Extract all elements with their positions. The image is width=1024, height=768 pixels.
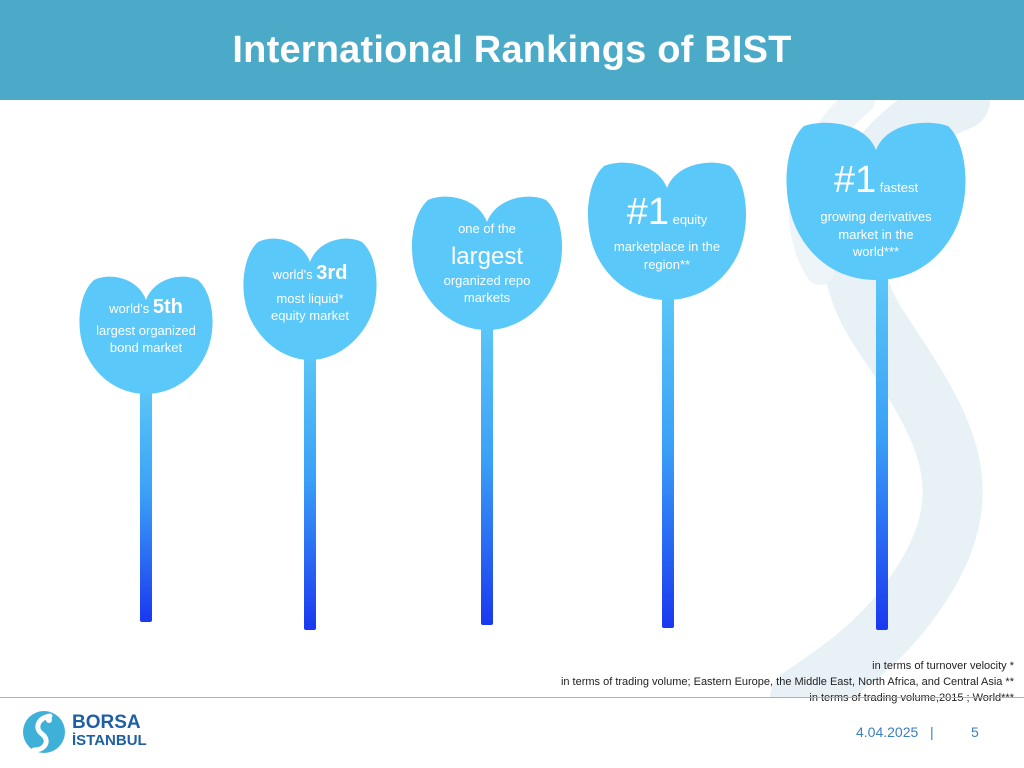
page-number: 5 [971, 724, 979, 740]
flower-1-line3: bond market [109, 340, 183, 355]
flower-3-line4: markets [463, 290, 511, 305]
flower-4-line3: region** [643, 257, 691, 272]
footnotes: in terms of turnover velocity * in terms… [561, 658, 1014, 706]
logo-mark-icon [23, 711, 65, 753]
flower-1-derivatives: #1 fastest growing derivatives market in… [782, 118, 970, 282]
logo-line-2: İSTANBUL [72, 732, 147, 749]
stem-4 [662, 298, 674, 628]
flower-3-line1: one of the [458, 221, 516, 236]
logo-line-1: BORSA [72, 712, 141, 733]
stem-3 [481, 328, 493, 625]
flower-3-line3: organized repo [443, 273, 531, 288]
stem-1 [140, 390, 152, 622]
flower-1-equity-region: #1 equity marketplace in the region** [584, 158, 750, 302]
flower-3rd-equity: world's 3rd most liquid* equity market [240, 234, 380, 362]
flower-5-line3: market in the [838, 227, 914, 242]
flower-5th-bond: world's 5th largest organized bond marke… [76, 272, 216, 396]
date-text: 4.04.2025 [856, 724, 919, 740]
flower-5-rank: #1 [833, 159, 877, 201]
flower-largest-repo: one of the largest organized repo market… [408, 192, 566, 332]
flower-4-rank: #1 [626, 191, 669, 233]
flower-1-line2: largest organized [96, 323, 196, 338]
title-bar: International Rankings of BIST [0, 0, 1024, 100]
flower-4-suffix: equity [672, 212, 708, 227]
footnote-1: in terms of turnover velocity * [872, 660, 1014, 672]
flower-5-line2: growing derivatives [820, 209, 932, 224]
flower-2-prefix: world's [272, 267, 313, 282]
flower-5-line4: world*** [852, 244, 900, 259]
flower-2-rank: 3rd [316, 262, 348, 284]
flower-2-line2: most liquid* [276, 291, 344, 306]
footnote-2: in terms of trading volume; Eastern Euro… [560, 676, 1014, 688]
stem-2 [304, 355, 316, 630]
flower-1-prefix: world's [109, 301, 150, 316]
footer-separator: | [929, 724, 934, 740]
flower-5-suffix: fastest [879, 180, 919, 195]
footer-divider [0, 697, 1024, 698]
slide-date: 4.04.2025 | [856, 724, 934, 740]
flower-2-line3: equity market [270, 308, 350, 323]
flower-1-rank: 5th [152, 296, 183, 318]
flower-3-highlight: largest [450, 243, 524, 270]
footnote-3: in terms of trading volume,2015 ; World*… [809, 692, 1014, 704]
page-title: International Rankings of BIST [232, 28, 792, 71]
borsa-istanbul-logo: BORSA İSTANBUL [22, 708, 147, 756]
stem-5 [876, 278, 888, 630]
flower-4-line2: marketplace in the [613, 239, 721, 254]
